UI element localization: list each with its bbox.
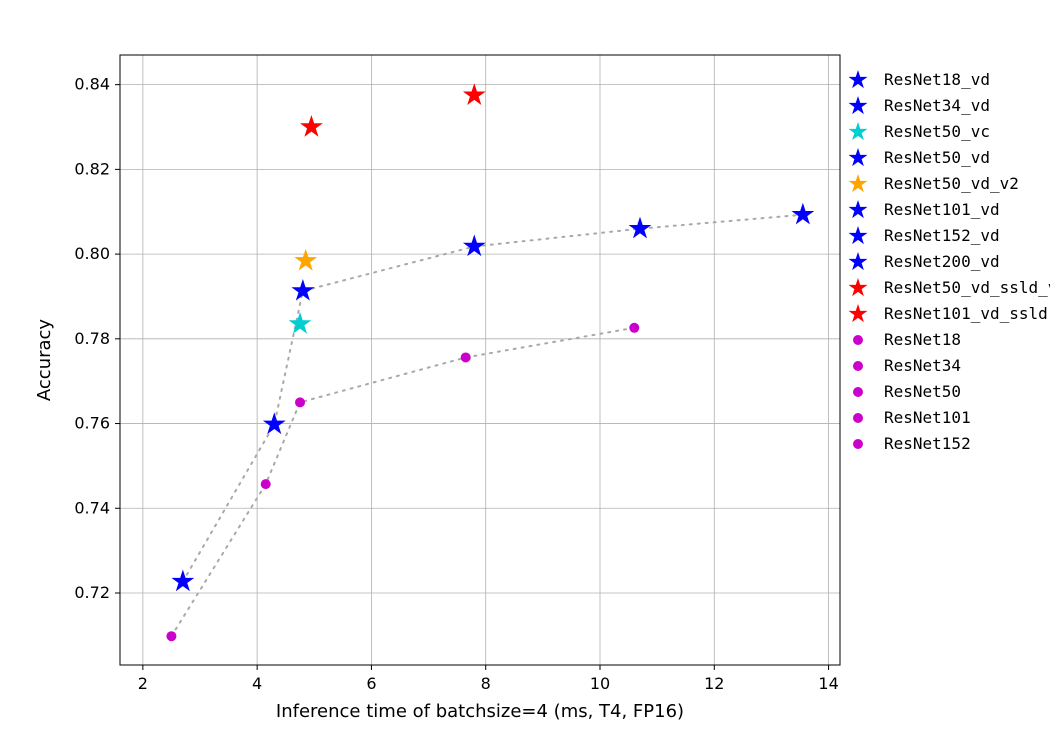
point-ResNet34 xyxy=(261,479,271,489)
legend-label: ResNet18_vd xyxy=(884,70,990,89)
y-tick-label: 0.72 xyxy=(74,583,110,602)
legend-marker-circle xyxy=(853,413,863,423)
legend: ResNet18_vd ResNet34_vd ResNet50_vc ResNet5… xyxy=(848,70,1050,453)
legend-marker-star xyxy=(848,70,867,88)
legend-label: ResNet200_vd xyxy=(884,252,1000,271)
legend-marker-circle xyxy=(853,439,863,449)
legend-label: ResNet152_vd xyxy=(884,226,1000,245)
legend-label: ResNet34 xyxy=(884,356,961,375)
chart-container: 2 4 6 8 10 12 14 0.72 0.74 0.76 0.78 0.80 0.82 0.84 In… xyxy=(0,0,1050,750)
y-tick-label: 0.76 xyxy=(74,414,110,433)
legend-marker-circle xyxy=(853,387,863,397)
legend-label: ResNet18 xyxy=(884,330,961,349)
y-tick-label: 0.80 xyxy=(74,244,110,263)
legend-label: ResNet50_vd_ssld_v2 xyxy=(884,278,1050,297)
x-tick-label: 8 xyxy=(481,674,491,693)
y-tick-label: 0.78 xyxy=(74,329,110,348)
legend-label: ResNet101_vd_ssld xyxy=(884,304,1048,323)
point-ResNet50_vd xyxy=(291,279,314,301)
legend-marker-star xyxy=(848,226,867,244)
legend-marker-star xyxy=(848,200,867,218)
legend-label: ResNet50_vd xyxy=(884,148,990,167)
point-ResNet18_vd xyxy=(171,570,194,592)
legend-label: ResNet50_vd_v2 xyxy=(884,174,1019,193)
legend-marker-star xyxy=(848,122,867,140)
legend-marker-star xyxy=(848,96,867,114)
vd-series-line xyxy=(183,215,803,582)
legend-label: ResNet50 xyxy=(884,382,961,401)
plain-series-line xyxy=(171,328,634,636)
chart-svg: 2 4 6 8 10 12 14 0.72 0.74 0.76 0.78 0.80 0.82 0.84 In… xyxy=(0,0,1050,750)
x-tick-label: 10 xyxy=(590,674,610,693)
point-ResNet152_vd xyxy=(629,217,652,239)
legend-marker-star xyxy=(848,252,867,270)
legend-label: ResNet101 xyxy=(884,408,971,427)
x-tick-label: 12 xyxy=(704,674,724,693)
point-ResNet101_vd_ssld xyxy=(463,83,486,105)
legend-label: ResNet34_vd xyxy=(884,96,990,115)
x-axis-label: Inference time of batchsize=4 (ms, T4, F… xyxy=(276,701,684,722)
point-ResNet152 xyxy=(629,323,639,333)
legend-marker-star xyxy=(848,304,867,322)
point-ResNet50_vd_ssld_v2 xyxy=(300,115,323,137)
series-lines xyxy=(171,215,802,636)
x-tick-label: 2 xyxy=(138,674,148,693)
x-tick-label: 6 xyxy=(366,674,376,693)
legend-marker-circle xyxy=(853,361,863,371)
y-ticks: 0.72 0.74 0.76 0.78 0.80 0.82 0.84 xyxy=(74,75,120,602)
plot-border xyxy=(120,55,840,665)
point-ResNet18 xyxy=(166,631,176,641)
legend-marker-star xyxy=(848,174,867,192)
legend-marker-star xyxy=(848,278,867,296)
point-ResNet101 xyxy=(461,352,471,362)
y-tick-label: 0.82 xyxy=(74,159,110,178)
grid xyxy=(120,55,840,665)
legend-label: ResNet101_vd xyxy=(884,200,1000,219)
point-ResNet50 xyxy=(295,397,305,407)
legend-label: ResNet152 xyxy=(884,434,971,453)
legend-marker-circle xyxy=(853,335,863,345)
x-tick-label: 14 xyxy=(818,674,838,693)
x-tick-label: 4 xyxy=(252,674,262,693)
legend-marker-star xyxy=(848,148,867,166)
x-ticks: 2 4 6 8 10 12 14 xyxy=(138,665,839,693)
y-tick-label: 0.84 xyxy=(74,75,110,94)
data-points xyxy=(166,83,814,641)
legend-label: ResNet50_vc xyxy=(884,122,990,141)
point-ResNet50_vd_v2 xyxy=(294,249,317,271)
y-tick-label: 0.74 xyxy=(74,498,110,517)
point-ResNet50_vc xyxy=(289,312,312,334)
point-ResNet200_vd xyxy=(791,203,814,225)
y-axis-label: Accuracy xyxy=(34,319,55,402)
